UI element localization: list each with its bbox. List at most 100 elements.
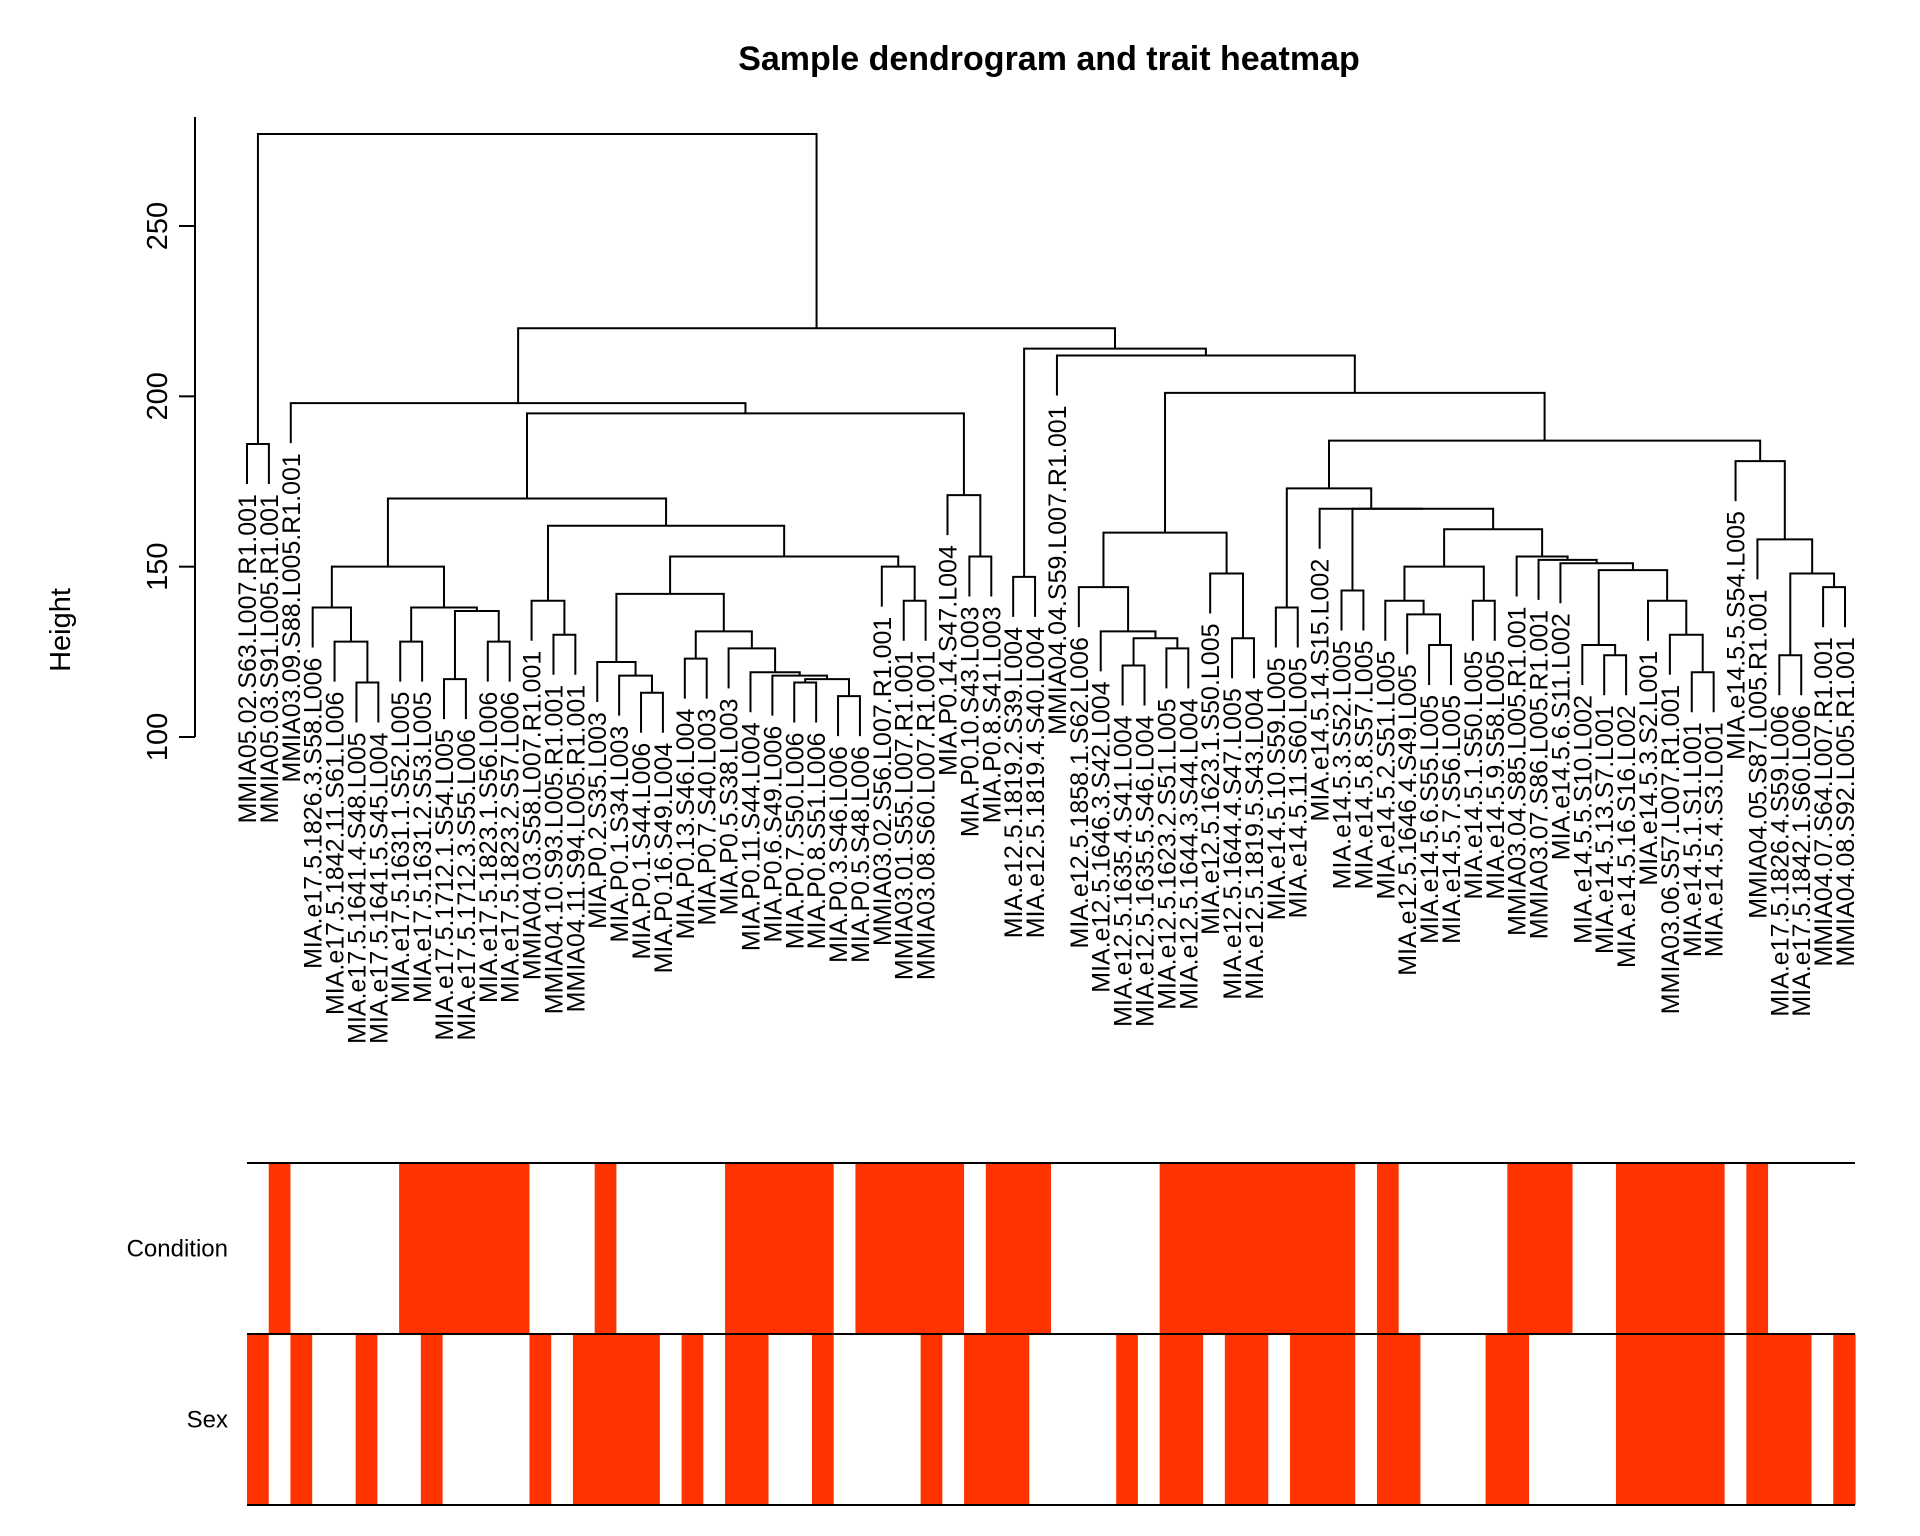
dendrogram-merge (453, 609, 500, 680)
trait-cell (1463, 1163, 1487, 1334)
trait-cell (1550, 1163, 1574, 1334)
leaf-label: MIA.e14.5.2.S51.L005 (1372, 651, 1400, 900)
trait-cell (594, 1334, 618, 1505)
leaf-label: MIA.P0.2.S35.L003 (584, 712, 612, 929)
trait-cell (247, 1334, 270, 1505)
dendrogram-merge (1428, 644, 1452, 686)
dendrogram-merge (793, 681, 818, 723)
trait-cell (1485, 1334, 1508, 1505)
trait-cell (507, 1334, 531, 1505)
trait-cell (551, 1163, 574, 1334)
trait-cell (746, 1334, 770, 1505)
leaf-label: MIA.e17.5.1823.2.S57.L006 (497, 692, 525, 1003)
trait-cell (507, 1163, 531, 1334)
trait-cell (420, 1334, 444, 1505)
trait-cell (529, 1334, 552, 1505)
trait-cell (1398, 1163, 1422, 1334)
trait-cell (811, 1163, 835, 1334)
leaf-label: MMIA04.11.S94.L005.R1.001 (562, 685, 590, 1013)
trait-cell (1702, 1163, 1726, 1334)
trait-cell (1268, 1334, 1291, 1505)
dendrogram-merge (1132, 637, 1179, 666)
trait-cell (725, 1163, 748, 1334)
trait-cell (312, 1334, 335, 1505)
trait-cell (1203, 1334, 1226, 1505)
trait-cell (333, 1163, 357, 1334)
trait-cell (1442, 1334, 1465, 1505)
trait-cell (725, 1334, 748, 1505)
trait-cell (1746, 1163, 1769, 1334)
dendrogram-merge (1403, 565, 1485, 601)
leaf-label: MIA.e14.5.11.S60.L005 (1285, 658, 1313, 919)
y-tick-label: 250 (142, 202, 174, 250)
dendrogram-merge (355, 681, 380, 723)
trait-cell (1376, 1163, 1400, 1334)
dendrogram-merge (1102, 531, 1228, 588)
trait-cell (1246, 1163, 1269, 1334)
dendrogram-merge (1690, 671, 1715, 713)
dendrogram (246, 133, 1846, 737)
dendrogram-merge (1351, 507, 1495, 591)
trait-cell (1290, 1163, 1313, 1334)
trait-cell (1811, 1334, 1834, 1505)
trait-cell (1811, 1163, 1834, 1334)
dendrogram-merge (1734, 460, 1786, 540)
trait-cell (1137, 1163, 1161, 1334)
trait-cell (985, 1163, 1009, 1334)
leaf-label: MIA.P0.10.S43.L003 (956, 606, 984, 837)
dendrogram-merge (1328, 439, 1762, 489)
dendrogram-merge (968, 555, 993, 597)
trait-cell (1833, 1163, 1856, 1334)
leaf-label: MIA.e14.5.7.S56.L005 (1438, 695, 1466, 944)
dendrogram-merge (1822, 586, 1846, 628)
trait-cell (399, 1163, 422, 1334)
trait-cell (659, 1334, 683, 1505)
leaf-label: MIA.e14.5.1.S1.L001 (1679, 722, 1707, 957)
trait-cell (1355, 1334, 1378, 1505)
trait-row-label: Sex (187, 1407, 228, 1434)
y-axis: 100 150 200 250 (142, 117, 196, 761)
trait-cell (855, 1334, 878, 1505)
leaf-label: MIA.e14.5.1.S50.L005 (1460, 651, 1488, 900)
leaf-label: MIA.P0.7.S50.L006 (781, 732, 809, 949)
dendrogram-merge (615, 592, 725, 663)
trait-cell (1637, 1334, 1661, 1505)
dendrogram-merge (330, 565, 446, 608)
dendrogram-merge (546, 524, 786, 601)
dendrogram-merge (1537, 558, 1598, 600)
dendrogram-merge (1077, 586, 1130, 632)
trait-cell (1789, 1334, 1813, 1505)
trait-cell (290, 1163, 313, 1334)
dendrogram-merge (1789, 572, 1836, 656)
trait-cell (1420, 1163, 1443, 1334)
dendrogram-merge (1318, 507, 1423, 549)
dendrogram-merge (289, 402, 747, 444)
leaf-label: MIA.e14.5.13.S7.L001 (1591, 705, 1619, 954)
dendrogram-merge (749, 671, 801, 713)
trait-row-label: Condition (127, 1236, 228, 1263)
trait-cell (768, 1163, 791, 1334)
leaf-label: MIA.e17.5.1842.11.S61.L006 (322, 692, 350, 1015)
trait-cell (1007, 1163, 1030, 1334)
trait-cell (486, 1163, 509, 1334)
leaf-label: MMIA04.10.S93.L005.R1.001 (540, 685, 568, 1014)
trait-cell (1029, 1163, 1052, 1334)
trait-cell (811, 1334, 835, 1505)
leaf-label: MIA.e12.5.1635.4.S41.L004 (1110, 715, 1138, 1026)
trait-cell (1268, 1163, 1291, 1334)
leaf-label: MIA.P0.13.S46.L004 (672, 709, 700, 940)
leaf-label: MIA.e17.5.1712.3.S55.L006 (453, 729, 481, 1040)
dendrogram-merge (946, 494, 982, 557)
leaf-label: MIA.e14.5.3.S52.L005 (1329, 641, 1357, 890)
trait-cell (1355, 1163, 1378, 1334)
leaf-label: MIA.P0.1.S44.L006 (628, 743, 656, 960)
trait-cell (1224, 1334, 1248, 1505)
trait-cell (486, 1334, 509, 1505)
leaf-label: MIA.e17.5.1826.3.S58.L006 (300, 658, 328, 969)
trait-cell (1724, 1163, 1747, 1334)
trait-cell (1507, 1334, 1530, 1505)
dendrogram-merge (694, 630, 753, 659)
trait-cell (1507, 1163, 1530, 1334)
leaf-label: MMIA03.08.S60.L007.R1.001 (913, 651, 941, 980)
